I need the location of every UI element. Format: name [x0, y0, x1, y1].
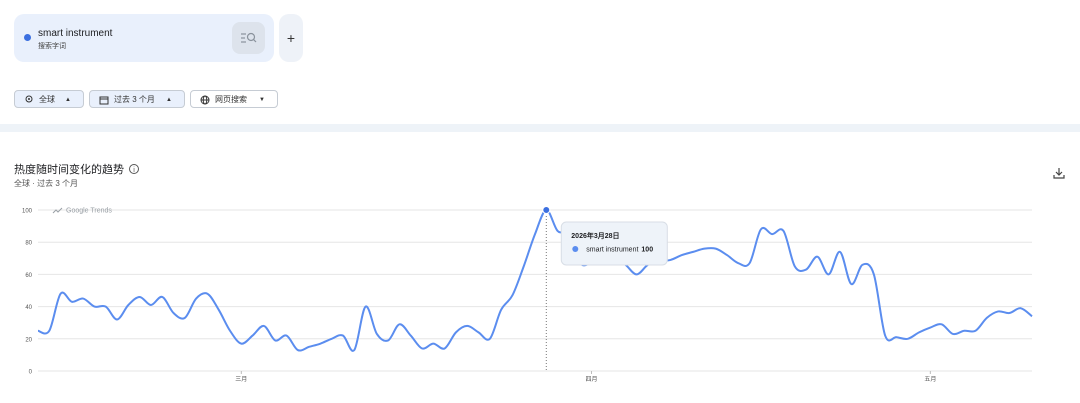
hover-point: [542, 206, 551, 214]
chart-subtitle: 全球 · 过去 3 个月: [14, 178, 78, 188]
watermark-icon: [52, 207, 63, 214]
series-dot: [24, 34, 31, 41]
region-label: 全球: [39, 95, 55, 104]
y-tick-label: 100: [22, 209, 33, 215]
divider: [0, 124, 1080, 132]
tooltip-dot: [572, 246, 579, 252]
add-term-button[interactable]: +: [279, 14, 303, 62]
y-tick-label: 60: [25, 273, 32, 279]
trend-line: [37, 209, 1033, 352]
tooltip-box: [560, 221, 668, 266]
tooltip-text: smart instrument 100: [586, 247, 653, 254]
search-type-filter[interactable]: 网页搜索 ▼: [190, 90, 278, 108]
y-tick-label: 0: [29, 370, 33, 376]
tooltip-series: smart instrument: [586, 247, 638, 254]
chevron: ▼: [259, 97, 265, 103]
tooltip: 2026年3月28日 smart instrument 100: [560, 221, 668, 266]
tooltip-value: 100: [641, 247, 653, 254]
region-filter[interactable]: 全球 ▲: [14, 90, 84, 108]
x-tick-label: 三月: [235, 376, 247, 383]
search-type-label: 网页搜索: [215, 95, 247, 104]
tooltip-date: 2026年3月28日: [571, 231, 619, 240]
y-tick-label: 20: [25, 337, 32, 343]
search-term: smart instrument: [38, 28, 113, 39]
search-term-card[interactable]: smart instrument 搜索字词: [14, 14, 274, 62]
x-tick-label: 四月: [585, 376, 597, 383]
search-term-type: 搜索字词: [38, 43, 66, 50]
chevron: ▲: [166, 97, 172, 103]
location-icon: [25, 95, 33, 103]
download-icon[interactable]: [1053, 168, 1065, 179]
globe-icon: [200, 95, 210, 105]
x-tick-label: 五月: [924, 376, 936, 383]
y-tick-label: 80: [25, 241, 32, 247]
info-icon-glyph: i: [133, 167, 135, 174]
info-icon[interactable]: [129, 164, 139, 174]
time-label: 过去 3 个月: [114, 95, 155, 104]
y-tick-label: 40: [25, 305, 32, 311]
chevron: ▲: [65, 97, 71, 103]
chart-title: 热度随时间变化的趋势: [14, 162, 124, 176]
calendar-icon: [99, 96, 109, 105]
time-filter[interactable]: 过去 3 个月 ▲: [89, 90, 185, 108]
chart: 热度随时间变化的趋势 i 全球 · 过去 3 个月 0 20 40 60 80 100 Go…: [14, 162, 1065, 383]
watermark: Google Trends: [66, 208, 112, 215]
search-button[interactable]: [232, 22, 265, 54]
search-icon: [241, 32, 257, 43]
